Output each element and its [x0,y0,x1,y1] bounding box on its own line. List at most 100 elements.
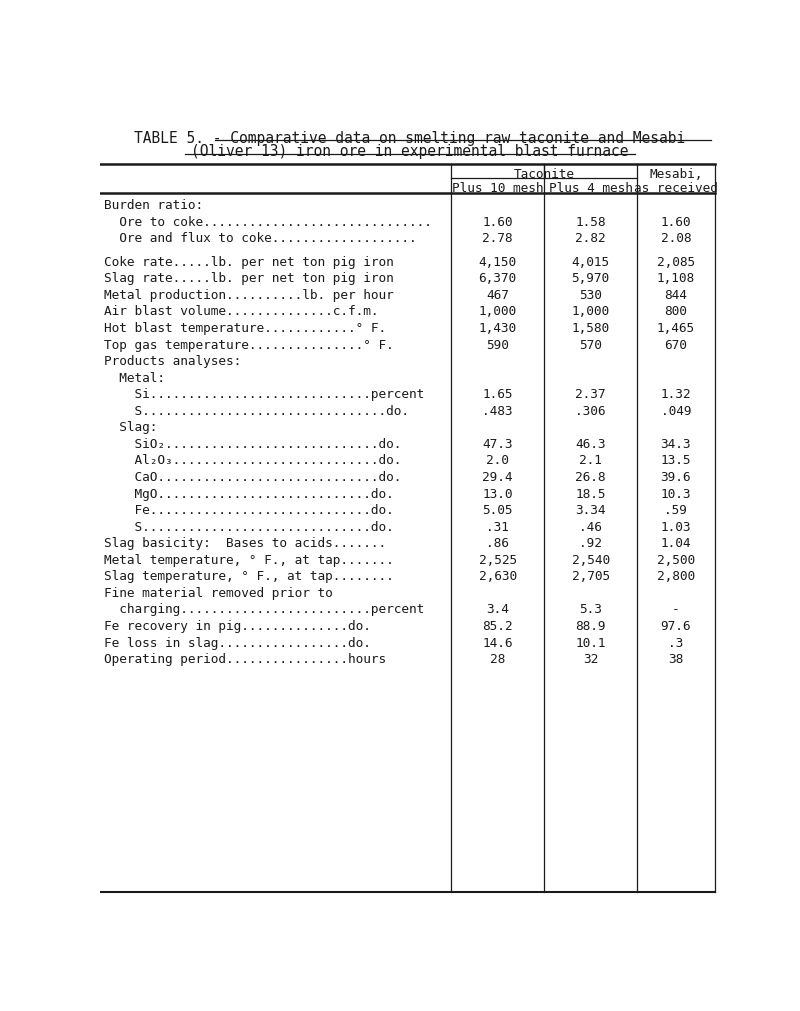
Text: 34.3: 34.3 [661,438,691,451]
Text: 46.3: 46.3 [575,438,606,451]
Text: (Oliver 13) iron ore in experimental blast furnace: (Oliver 13) iron ore in experimental bla… [191,144,629,159]
Text: 2,630: 2,630 [478,570,517,582]
Text: Fe recovery in pig..............do.: Fe recovery in pig..............do. [104,620,370,633]
Text: 1.60: 1.60 [482,215,513,228]
Text: 97.6: 97.6 [661,620,691,633]
Text: Metal:: Metal: [104,371,165,384]
Text: Mesabi,: Mesabi, [649,168,702,181]
Text: Coke rate.....lb. per net ton pig iron: Coke rate.....lb. per net ton pig iron [104,256,394,269]
Text: 85.2: 85.2 [482,620,513,633]
Text: 5.3: 5.3 [579,603,602,616]
Text: Al₂O₃...........................do.: Al₂O₃...........................do. [104,454,402,467]
Text: .049: .049 [661,404,691,418]
Text: .92: .92 [579,537,602,550]
Text: 2.37: 2.37 [575,388,606,400]
Text: Plus 4 mesh: Plus 4 mesh [549,181,633,194]
Text: 2,540: 2,540 [571,553,610,566]
Text: 4,015: 4,015 [571,256,610,269]
Text: Fe.............................do.: Fe.............................do. [104,503,394,517]
Text: 14.6: 14.6 [482,636,513,649]
Text: 1,108: 1,108 [657,272,695,285]
Text: 2.1: 2.1 [579,454,602,467]
Text: 6,370: 6,370 [478,272,517,285]
Text: Hot blast temperature............° F.: Hot blast temperature............° F. [104,321,386,335]
Text: Slag temperature, ° F., at tap........: Slag temperature, ° F., at tap........ [104,570,394,582]
Text: 1.65: 1.65 [482,388,513,400]
Text: 1,000: 1,000 [571,305,610,318]
Text: 2,085: 2,085 [657,256,695,269]
Text: 47.3: 47.3 [482,438,513,451]
Text: 570: 570 [579,339,602,351]
Text: 2.0: 2.0 [486,454,509,467]
Text: 2.82: 2.82 [575,233,606,245]
Text: Burden ratio:: Burden ratio: [104,199,203,212]
Text: Top gas temperature...............° F.: Top gas temperature...............° F. [104,339,394,351]
Text: .3: .3 [668,636,683,649]
Text: 10.1: 10.1 [575,636,606,649]
Text: 5.05: 5.05 [482,503,513,517]
Text: 13.5: 13.5 [661,454,691,467]
Text: 1.03: 1.03 [661,521,691,533]
Text: 2,525: 2,525 [478,553,517,566]
Text: Metal production..........lb. per hour: Metal production..........lb. per hour [104,288,394,301]
Text: 1,580: 1,580 [571,321,610,335]
Text: 844: 844 [664,288,687,301]
Text: SiO₂............................do.: SiO₂............................do. [104,438,402,451]
Text: Taconite: Taconite [514,168,574,181]
Text: 1,430: 1,430 [478,321,517,335]
Text: 10.3: 10.3 [661,487,691,500]
Text: .483: .483 [482,404,513,418]
Text: .59: .59 [664,503,687,517]
Text: Ore to coke..............................: Ore to coke.............................… [104,215,432,228]
Text: 32: 32 [583,652,598,665]
Text: Metal temperature, ° F., at tap.......: Metal temperature, ° F., at tap....... [104,553,394,566]
Text: 38: 38 [668,652,683,665]
Text: .31: .31 [486,521,509,533]
Text: charging.........................percent: charging.........................percent [104,603,424,616]
Text: -: - [672,603,680,616]
Text: Slag basicity:  Bases to acids.......: Slag basicity: Bases to acids....... [104,537,386,550]
Text: 5,970: 5,970 [571,272,610,285]
Text: 2.78: 2.78 [482,233,513,245]
Text: 29.4: 29.4 [482,470,513,483]
Text: 2.08: 2.08 [661,233,691,245]
Text: 13.0: 13.0 [482,487,513,500]
Text: 590: 590 [486,339,509,351]
Text: as received: as received [634,181,718,194]
Text: 26.8: 26.8 [575,470,606,483]
Text: Products analyses:: Products analyses: [104,355,241,368]
Text: Plus 10 mesh: Plus 10 mesh [452,181,543,194]
Text: 3.34: 3.34 [575,503,606,517]
Text: .46: .46 [579,521,602,533]
Text: TABLE 5. - Comparative data on smelting raw taconite and Mesabi: TABLE 5. - Comparative data on smelting … [134,130,686,146]
Text: 3.4: 3.4 [486,603,509,616]
Text: Operating period................hours: Operating period................hours [104,652,386,665]
Text: 1,000: 1,000 [478,305,517,318]
Text: Si.............................percent: Si.............................percent [104,388,424,400]
Text: Ore and flux to coke...................: Ore and flux to coke................... [104,233,417,245]
Text: .306: .306 [575,404,606,418]
Text: 800: 800 [664,305,687,318]
Text: 1.04: 1.04 [661,537,691,550]
Text: 670: 670 [664,339,687,351]
Text: 2,500: 2,500 [657,553,695,566]
Text: 39.6: 39.6 [661,470,691,483]
Text: 1.58: 1.58 [575,215,606,228]
Text: 1.60: 1.60 [661,215,691,228]
Text: Air blast volume..............c.f.m.: Air blast volume..............c.f.m. [104,305,378,318]
Text: Fine material removed prior to: Fine material removed prior to [104,586,333,600]
Text: 2,705: 2,705 [571,570,610,582]
Text: 1.32: 1.32 [661,388,691,400]
Text: .86: .86 [486,537,509,550]
Text: Slag rate.....lb. per net ton pig iron: Slag rate.....lb. per net ton pig iron [104,272,394,285]
Text: 4,150: 4,150 [478,256,517,269]
Text: 530: 530 [579,288,602,301]
Text: MgO............................do.: MgO............................do. [104,487,394,500]
Text: 18.5: 18.5 [575,487,606,500]
Text: S................................do.: S................................do. [104,404,409,418]
Text: 467: 467 [486,288,509,301]
Text: Slag:: Slag: [104,421,158,434]
Text: Fe loss in slag.................do.: Fe loss in slag.................do. [104,636,370,649]
Text: 2,800: 2,800 [657,570,695,582]
Text: 88.9: 88.9 [575,620,606,633]
